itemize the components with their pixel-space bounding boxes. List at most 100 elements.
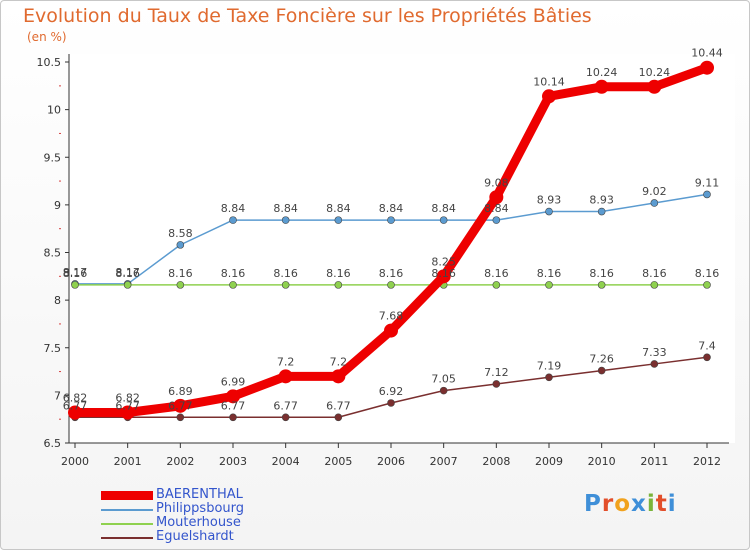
y-tick-label: 10 [47, 104, 61, 117]
data-label-baerenthal: 6.82 [63, 392, 88, 405]
data-label-mouterhouse: 8.16 [115, 267, 140, 280]
data-label-baerenthal: 10.44 [691, 47, 723, 60]
legend-label: Philippsbourg [156, 501, 245, 516]
x-tick-label: 2002 [166, 455, 194, 468]
data-point-eguelshardt [334, 413, 343, 422]
data-label-philippsbourg: 8.84 [326, 202, 351, 215]
data-point-mouterhouse [123, 281, 132, 289]
data-label-mouterhouse: 8.16 [431, 267, 456, 280]
y-tick-label: 6.5 [44, 437, 62, 450]
data-label-eguelshardt: 6.77 [63, 399, 88, 412]
data-point-eguelshardt [597, 366, 606, 375]
logo-letter: i [646, 491, 656, 517]
data-label-eguelshardt: 7.12 [484, 366, 509, 379]
data-label-mouterhouse: 8.16 [63, 267, 88, 280]
data-point-mouterhouse [703, 281, 711, 289]
data-label-philippsbourg: 9.02 [642, 185, 667, 198]
x-tick-label: 2003 [219, 455, 247, 468]
data-label-baerenthal: 7.68 [379, 310, 404, 323]
x-tick-label: 2009 [535, 455, 563, 468]
data-point-eguelshardt [703, 353, 711, 362]
data-label-mouterhouse: 8.16 [326, 267, 351, 280]
data-label-eguelshardt: 7.05 [431, 373, 456, 386]
data-labels: 8.17 8.17 8.58 8.84 8.84 8.84 8.84 8.84 8.84 8.93… [63, 47, 723, 413]
data-point-mouterhouse [281, 281, 290, 289]
data-point-eguelshardt [229, 413, 237, 422]
data-label-baerenthal: 6.99 [221, 375, 246, 388]
data-label-eguelshardt: 6.77 [326, 399, 351, 412]
data-point-baerenthal [173, 398, 188, 413]
y-tick-label: 8 [54, 294, 61, 307]
data-label-eguelshardt: 6.77 [221, 399, 246, 412]
legend-label: BAERENTHAL [156, 487, 243, 502]
data-label-baerenthal: 10.24 [639, 66, 671, 79]
data-point-baerenthal [226, 389, 240, 404]
data-point-baerenthal [68, 405, 82, 420]
legend-swatch [101, 491, 153, 500]
x-tick-label: 2006 [377, 455, 405, 468]
data-point-philippsbourg [597, 207, 606, 216]
y-tick-label: 9 [54, 199, 61, 212]
data-label-philippsbourg: 8.84 [431, 202, 456, 215]
x-tick-label: 2004 [272, 455, 300, 468]
data-point-mouterhouse [650, 281, 659, 289]
data-point-philippsbourg [439, 216, 448, 224]
logo-letter: x [631, 491, 647, 517]
data-label-baerenthal: 7.2 [330, 355, 348, 368]
y-tick-label: 10.5 [37, 56, 62, 69]
x-tick-label: 2001 [114, 455, 142, 468]
data-label-baerenthal: 10.24 [586, 66, 618, 79]
x-tick-label: 2000 [61, 455, 89, 468]
data-point-eguelshardt [387, 399, 395, 407]
data-label-mouterhouse: 8.16 [589, 267, 614, 280]
data-label-philippsbourg: 8.84 [484, 202, 509, 215]
data-label-eguelshardt: 7.19 [537, 359, 562, 372]
data-point-mouterhouse [176, 281, 185, 289]
data-point-mouterhouse [229, 281, 237, 289]
data-point-philippsbourg [334, 216, 343, 224]
data-point-baerenthal [542, 89, 556, 104]
data-point-mouterhouse [597, 281, 606, 289]
data-label-philippsbourg: 8.58 [168, 227, 193, 240]
data-label-philippsbourg: 8.17 [63, 266, 88, 279]
data-point-baerenthal [594, 79, 609, 94]
y-tick-label: 7 [54, 389, 61, 402]
data-label-eguelshardt: 7.26 [589, 353, 614, 366]
data-label-eguelshardt: 7.4 [698, 339, 716, 352]
data-point-philippsbourg [703, 190, 711, 199]
logo-letter: i [667, 491, 677, 517]
data-point-eguelshardt [281, 413, 290, 422]
y-tick-label: 9.5 [44, 151, 62, 164]
x-tick-label: 2005 [324, 455, 352, 468]
data-point-eguelshardt [545, 373, 553, 382]
data-point-mouterhouse [334, 281, 343, 289]
data-point-philippsbourg [650, 199, 659, 207]
data-point-mouterhouse [492, 281, 501, 289]
data-label-baerenthal: 6.82 [115, 392, 140, 405]
data-label-philippsbourg: 8.93 [589, 194, 614, 207]
data-label-baerenthal: 10.14 [533, 75, 565, 88]
data-point-mouterhouse [387, 281, 395, 289]
data-label-eguelshardt: 7.33 [642, 346, 667, 359]
data-point-eguelshardt [650, 360, 659, 368]
data-label-philippsbourg: 8.84 [273, 202, 298, 215]
data-label-baerenthal: 7.2 [277, 355, 295, 368]
data-label-mouterhouse: 8.16 [273, 267, 298, 280]
data-point-baerenthal [700, 60, 714, 75]
x-tick-label: 2008 [482, 455, 510, 468]
data-label-baerenthal: 8.25 [431, 255, 456, 268]
data-label-mouterhouse: 8.16 [221, 267, 246, 280]
legend-label: Mouterhouse [156, 515, 241, 530]
logo-letter: o [614, 491, 632, 517]
data-point-eguelshardt [176, 413, 185, 422]
data-point-mouterhouse [71, 281, 79, 289]
data-label-mouterhouse: 8.16 [379, 267, 404, 280]
legend-swatch [101, 509, 153, 511]
data-point-philippsbourg [492, 216, 501, 224]
data-point-baerenthal [278, 369, 293, 384]
legend-label: Eguelshardt [156, 529, 234, 544]
chart-title: Evolution du Taux de Taxe Foncière sur l… [23, 5, 592, 27]
data-point-philippsbourg [281, 216, 290, 224]
y-tick-label: 8.5 [44, 247, 62, 260]
